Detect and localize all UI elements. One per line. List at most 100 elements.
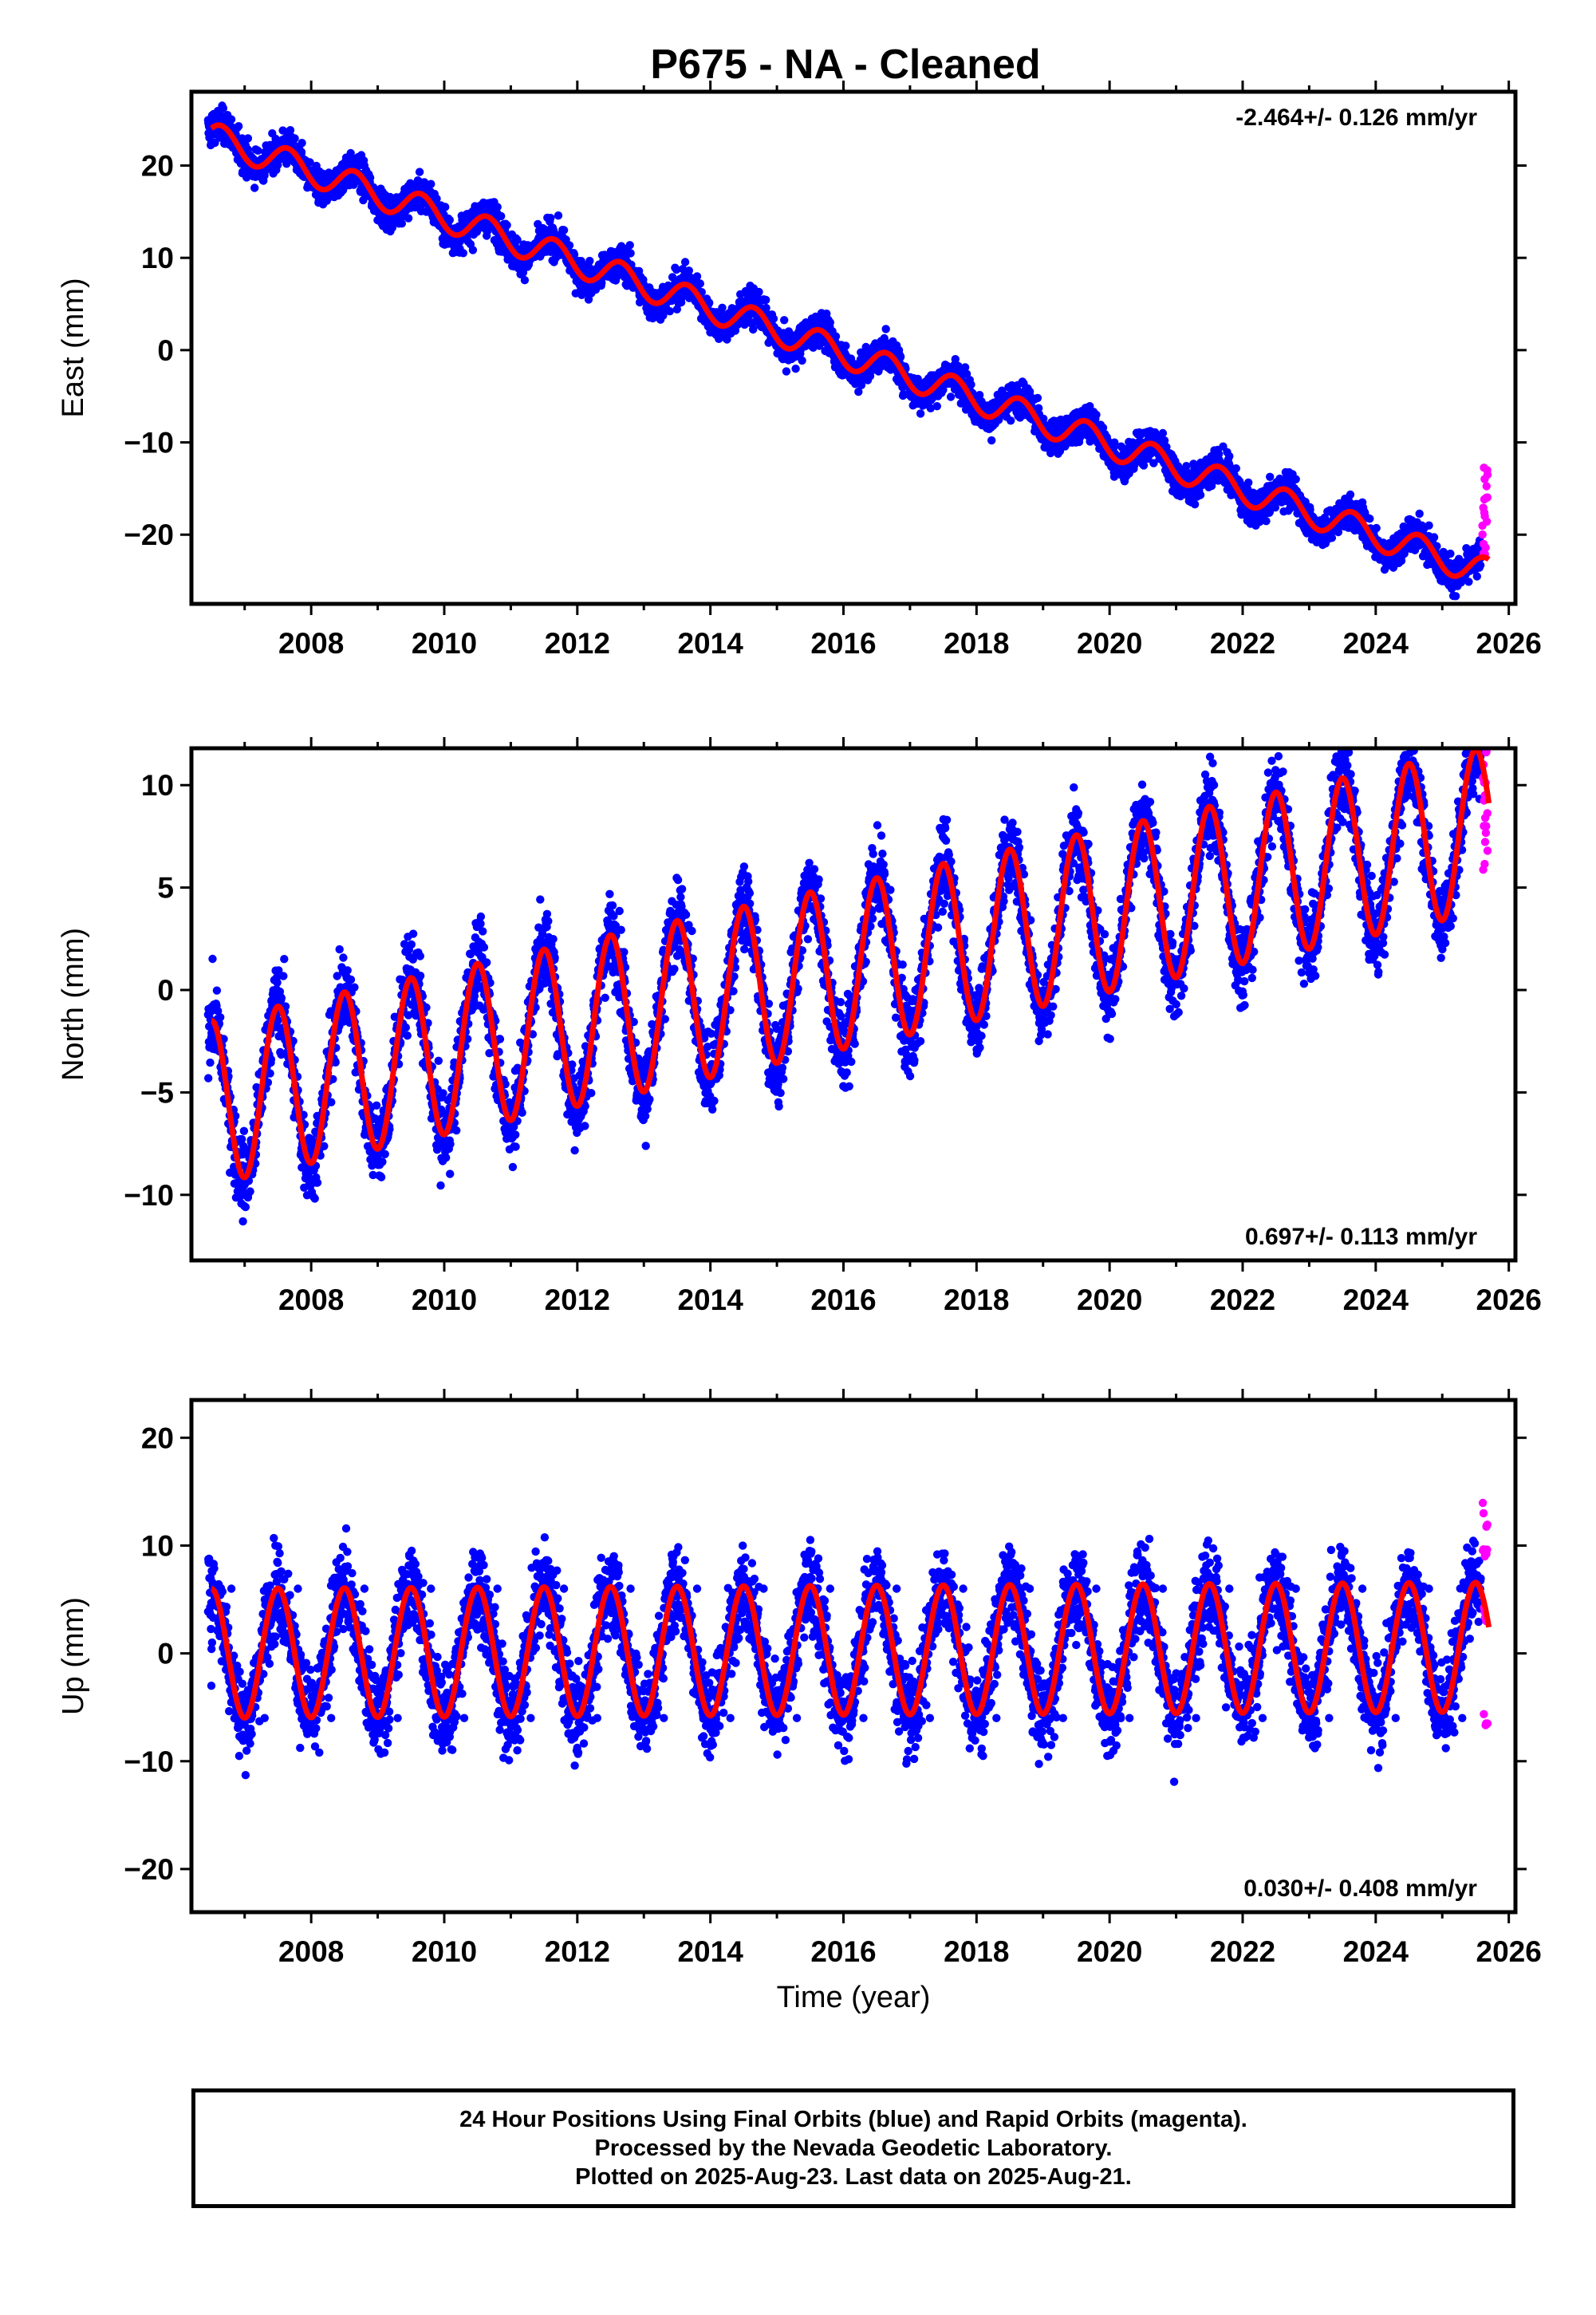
east-x-tick-label: 2012 [545,627,610,660]
east-final-point [613,272,621,281]
east-rapid-point [1482,482,1492,491]
east-final-point [1149,459,1158,467]
east-final-point [1182,462,1191,471]
east-final-point [1225,452,1234,461]
east-final-point [1358,498,1367,507]
east-final-point [672,265,681,274]
east-final-point [659,311,668,320]
east-final-point [397,219,406,228]
east-final-point [207,138,216,147]
east-final-point [254,146,262,155]
north-final-point [204,1074,213,1083]
east-final-point [1451,592,1460,601]
east-final-point [822,310,831,318]
east-final-point [1429,533,1439,542]
east-x-tick-label: 2014 [677,627,743,660]
east-final-point [1207,481,1216,491]
east-final-point [759,295,768,304]
east-final-point [298,139,306,148]
east-final-point [1266,472,1275,481]
east-x-tick-label: 2018 [944,627,1009,660]
east-final-point [959,364,967,373]
east-x-tick-label: 2024 [1343,627,1409,660]
east-final-point [831,332,841,341]
east-final-point [585,256,594,266]
east-final-point [896,352,905,361]
east-final-point [238,134,246,143]
east-rapid-point [1483,466,1492,475]
east-final-point [1262,517,1271,526]
east-final-point [680,258,690,266]
east-final-point [769,314,778,323]
east-final-point [762,303,770,313]
east-final-point [360,161,369,170]
east-y-tick-label: −10 [124,427,174,459]
east-final-point [798,356,806,365]
east-final-point [1190,500,1200,509]
east-final-point [946,392,956,401]
east-y-tick-label: 0 [157,334,174,367]
east-final-point [1110,438,1119,447]
east-final-point [1162,443,1171,452]
north-panel: 2008 2010 2012 2014 2016 2018 2020 2022 2024 2026… [57,737,1542,1316]
east-x-tick-label: 2008 [278,627,344,660]
east-final-point [565,241,574,250]
east-final-point [1415,509,1424,519]
east-y-axis-label: East (mm) [57,278,90,417]
east-final-point [559,226,569,235]
east-final-point [1033,393,1042,403]
east-final-point [939,385,948,394]
east-x-tick-label: 2026 [1476,627,1542,660]
east-final-point [1446,549,1455,558]
east-final-point [365,173,375,182]
east-final-point [1425,521,1433,530]
east-final-point [826,318,835,327]
east-final-point [684,266,693,275]
east-final-point [780,316,789,325]
east-x-tick-label: 2016 [810,627,876,660]
east-final-point [881,325,890,333]
east-final-point [305,158,314,167]
east-final-point [1365,515,1374,523]
east-final-point [1092,410,1101,420]
east-final-point [967,380,975,389]
east-final-point [459,249,467,258]
east-final-point [502,221,511,230]
east-final-point [1372,523,1381,533]
east-final-point [1291,475,1300,483]
east-final-point [841,341,850,350]
east-final-point [1077,432,1086,440]
north-final-point [206,1058,215,1067]
east-final-point [250,183,259,192]
east-final-point [626,249,635,258]
east-final-point [865,372,875,381]
east-final-point [219,104,228,112]
east-final-point [755,287,763,297]
east-final-point [227,115,236,124]
east-final-point [243,134,253,143]
east-final-point [1158,428,1168,438]
east-velocity-label: -2.464+/- 0.126 mm/yr [1235,105,1477,131]
east-rapid-point [1480,475,1489,483]
east-final-point [584,295,593,304]
east-final-point [1007,416,1015,425]
east-data-layer [203,101,1492,601]
east-final-point [696,279,704,288]
east-final-point [1464,578,1473,586]
east-panel: 2008 2010 2012 2014 2016 2018 2020 2022 2024 2026… [57,81,1542,660]
east-y-tick-label: 20 [141,150,174,183]
east-final-point [427,179,435,188]
east-rapid-point [1483,493,1492,502]
east-final-point [926,404,936,412]
east-final-point [692,272,702,281]
east-y-tick-label: −20 [124,519,174,551]
east-final-point [297,148,306,156]
east-final-point [1472,572,1482,581]
north-final-point [216,1013,225,1022]
east-final-point [1098,424,1108,432]
east-x-tick-label: 2022 [1210,627,1275,660]
east-final-point [791,365,800,373]
east-final-point [668,273,677,282]
east-final-point [286,126,295,135]
